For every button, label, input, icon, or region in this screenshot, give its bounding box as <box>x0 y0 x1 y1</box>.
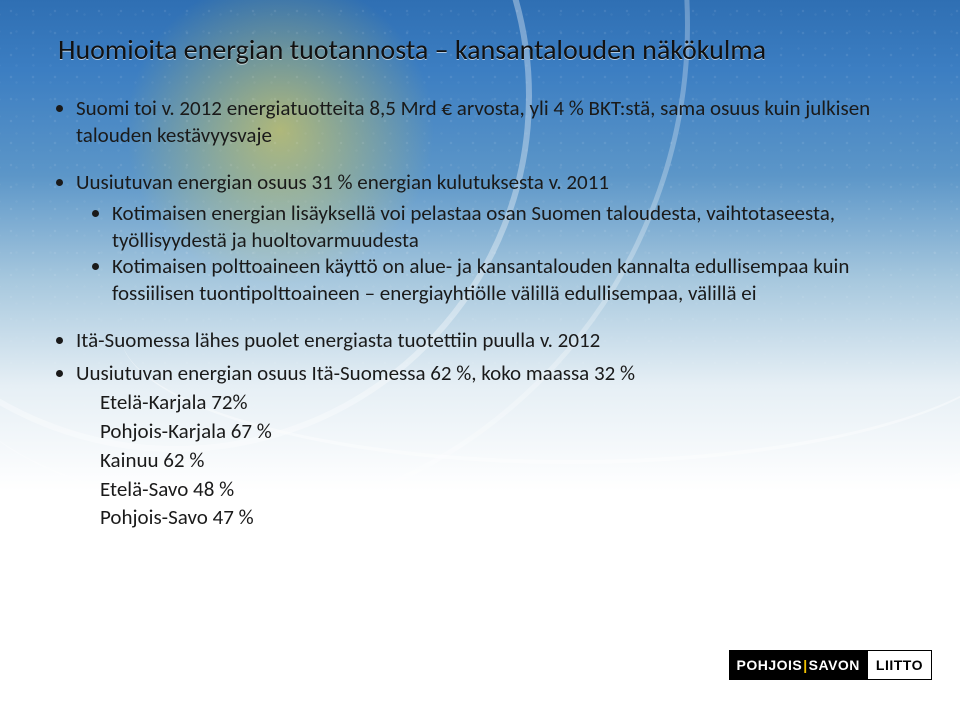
list-item: Kotimaisen polttoaineen käyttö on alue- … <box>112 253 902 307</box>
sub-bullet-list: Etelä-Karjala 72% Pohjois-Karjala 67 % K… <box>76 389 902 531</box>
list-item: Kotimaisen energian lisäyksellä voi pela… <box>112 200 902 254</box>
footer-logo: POHJOIS | SAVON LIITTO <box>729 650 933 680</box>
list-item: Itä-Suomessa lähes puolet energiasta tuo… <box>76 327 902 354</box>
logo-right: LIITTO <box>868 650 932 680</box>
bullet-list: Uusiutuvan energian osuus 31 % energian … <box>58 169 902 307</box>
list-item: Etelä-Karjala 72% <box>100 389 902 416</box>
bullet-list: Suomi toi v. 2012 energiatuotteita 8,5 M… <box>58 95 902 149</box>
logo-text: SAVON <box>809 657 860 673</box>
slide-title: Huomioita energian tuotannosta – kansant… <box>58 32 902 67</box>
list-item: Pohjois-Savo 47 % <box>100 504 902 531</box>
list-item: Uusiutuvan energian osuus Itä-Suomessa 6… <box>76 360 902 531</box>
list-item: Suomi toi v. 2012 energiatuotteita 8,5 M… <box>76 95 902 149</box>
list-item: Pohjois-Karjala 67 % <box>100 418 902 445</box>
list-item: Uusiutuvan energian osuus 31 % energian … <box>76 169 902 307</box>
list-item: Kainuu 62 % <box>100 447 902 474</box>
list-item: Etelä-Savo 48 % <box>100 476 902 503</box>
slide-content: Huomioita energian tuotannosta – kansant… <box>0 0 960 531</box>
sub-bullet-list: Kotimaisen energian lisäyksellä voi pela… <box>76 200 902 308</box>
logo-text: POHJOIS <box>737 657 803 673</box>
list-item-text: Uusiutuvan energian osuus Itä-Suomessa 6… <box>76 360 635 386</box>
logo-left: POHJOIS | SAVON <box>729 650 868 680</box>
list-item-text: Uusiutuvan energian osuus 31 % energian … <box>76 169 609 195</box>
bullet-list: Itä-Suomessa lähes puolet energiasta tuo… <box>58 327 902 531</box>
